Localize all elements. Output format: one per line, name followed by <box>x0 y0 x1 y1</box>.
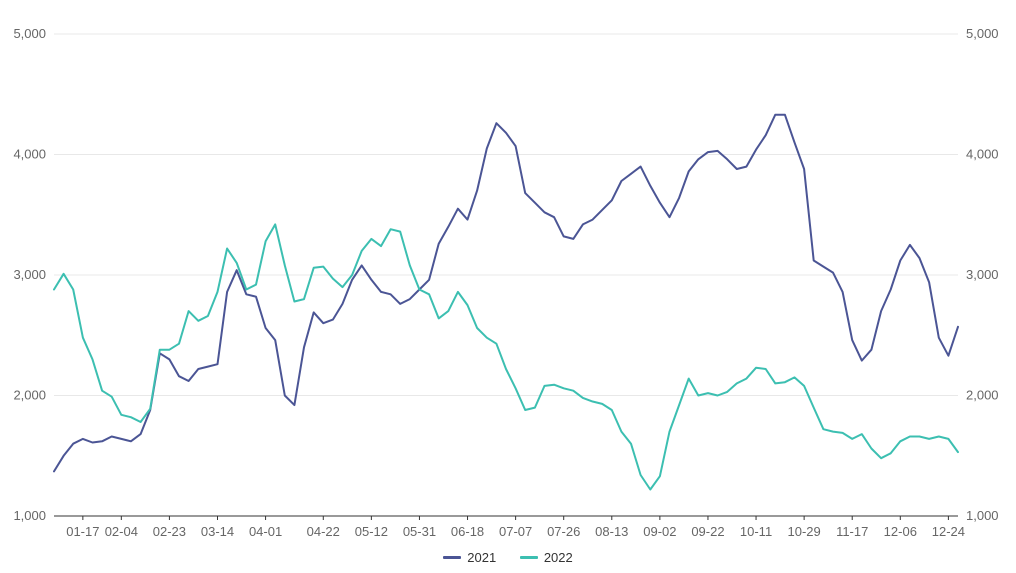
x-tick-label: 03-14 <box>201 524 234 539</box>
x-tick-label: 05-12 <box>355 524 388 539</box>
legend-swatch-2022 <box>519 556 538 559</box>
x-tick-label: 02-23 <box>153 524 186 539</box>
legend-label-2022: 2022 <box>543 550 573 565</box>
y-tick-label-right: 2,000 <box>966 388 999 403</box>
x-tick-label: 10-29 <box>788 524 821 539</box>
legend-item-2022[interactable]: 2022 <box>519 550 573 565</box>
x-tick-label: 02-04 <box>105 524 138 539</box>
x-tick-label: 06-18 <box>451 524 484 539</box>
legend: 2021 2022 <box>0 547 1016 565</box>
x-tick-label: 11-17 <box>836 524 868 539</box>
left-y-axis: 1,000 2,000 3,000 4,000 5,000 <box>13 26 46 523</box>
x-tick-label: 09-22 <box>691 524 724 539</box>
y-tick-label-left: 2,000 <box>13 388 46 403</box>
x-tick-label: 04-22 <box>307 524 340 539</box>
y-tick-label-left: 5,000 <box>13 26 46 41</box>
x-tick-label: 10-11 <box>740 524 772 539</box>
x-tick-label: 01-17 <box>66 524 99 539</box>
x-axis: 01-17 02-04 02-23 03-14 04-01 04-22 05-12 05-31… <box>54 515 965 539</box>
y-tick-label-left: 1,000 <box>13 508 46 523</box>
y-tick-label-right: 3,000 <box>966 267 999 282</box>
y-tick-label-right: 5,000 <box>966 26 999 41</box>
series-layer <box>53 113 959 491</box>
x-tick-label: 12-24 <box>932 524 965 539</box>
x-tick-label: 05-31 <box>403 524 436 539</box>
x-tick-label: 04-01 <box>249 524 282 539</box>
x-tick-label: 12-06 <box>884 524 917 539</box>
y-tick-label-left: 4,000 <box>13 147 46 162</box>
line-chart: 1,000 2,000 3,000 4,000 5,000 1,000 2,000 3,00… <box>13 26 999 539</box>
legend-item-2021[interactable]: 2021 <box>443 550 496 565</box>
gridlines <box>54 33 958 396</box>
x-tick-label: 09-02 <box>643 524 676 539</box>
y-tick-label-left: 3,000 <box>13 267 46 282</box>
legend-label-2021: 2021 <box>467 550 497 565</box>
y-tick-label-right: 1,000 <box>966 508 999 523</box>
series-line-2021[interactable] <box>53 113 959 473</box>
x-tick-label: 08-13 <box>595 524 628 539</box>
legend-swatch-2021 <box>443 556 462 559</box>
x-tick-label: 07-07 <box>499 524 532 539</box>
series-line-2022[interactable] <box>53 223 959 491</box>
x-tick-label: 07-26 <box>547 524 580 539</box>
y-tick-label-right: 4,000 <box>966 147 999 162</box>
right-y-axis: 1,000 2,000 3,000 4,000 5,000 <box>966 26 999 523</box>
